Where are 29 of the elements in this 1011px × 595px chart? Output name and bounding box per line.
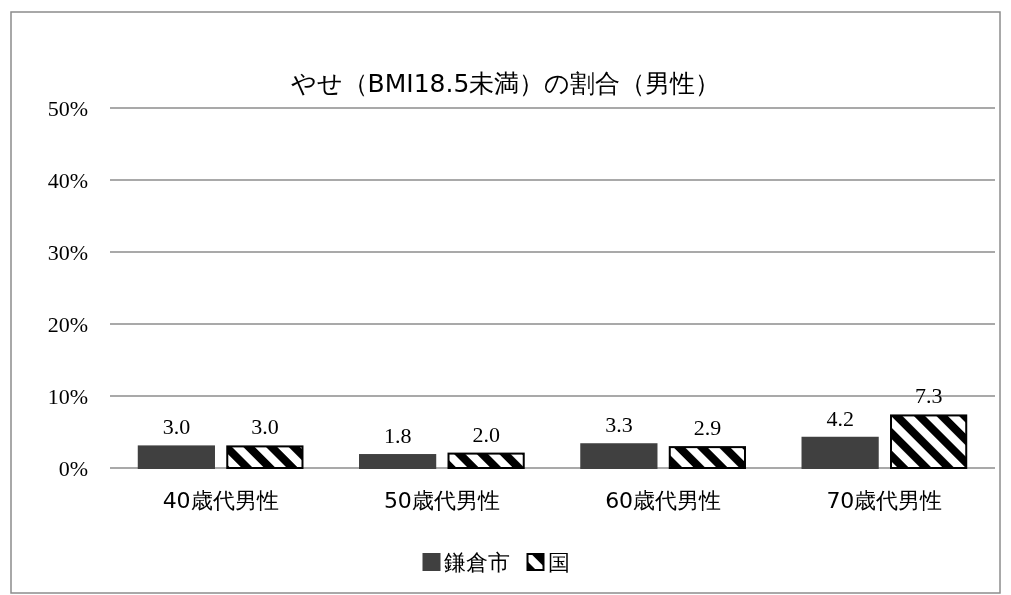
y-tick-label: 40% [47,168,88,193]
x-tick-label: 40歳代男性 [162,488,279,513]
bar [668,446,746,469]
legend-label: 鎌倉市 [443,550,510,575]
x-tick-label: 70歳代男性 [826,488,943,513]
bar [801,436,879,469]
data-label: 3.0 [251,414,279,440]
bar [580,443,658,469]
data-label: 1.8 [383,423,412,449]
bar [447,452,525,469]
bar [137,445,215,469]
y-tick-label: 30% [47,240,88,265]
bar [359,454,437,469]
y-tick-label: 50% [47,96,88,121]
chart-title: やせ（BMI18.5未満）の割合（男性） [290,69,721,98]
data-label: 3.0 [162,414,191,440]
data-label: 3.3 [605,412,633,438]
bar [226,445,304,469]
y-tick-label: 10% [47,384,88,409]
y-tick-label: 0% [58,456,88,481]
x-tick-label: 50歳代男性 [383,488,500,513]
data-label: 7.3 [914,383,943,409]
data-label: 2.9 [693,415,722,441]
data-label: 4.2 [826,405,854,431]
y-tick-label: 20% [47,312,88,337]
x-tick-label: 60歳代男性 [605,488,722,513]
bar [890,414,968,469]
data-label: 2.0 [472,421,500,447]
legend-label: 国 [547,550,570,575]
